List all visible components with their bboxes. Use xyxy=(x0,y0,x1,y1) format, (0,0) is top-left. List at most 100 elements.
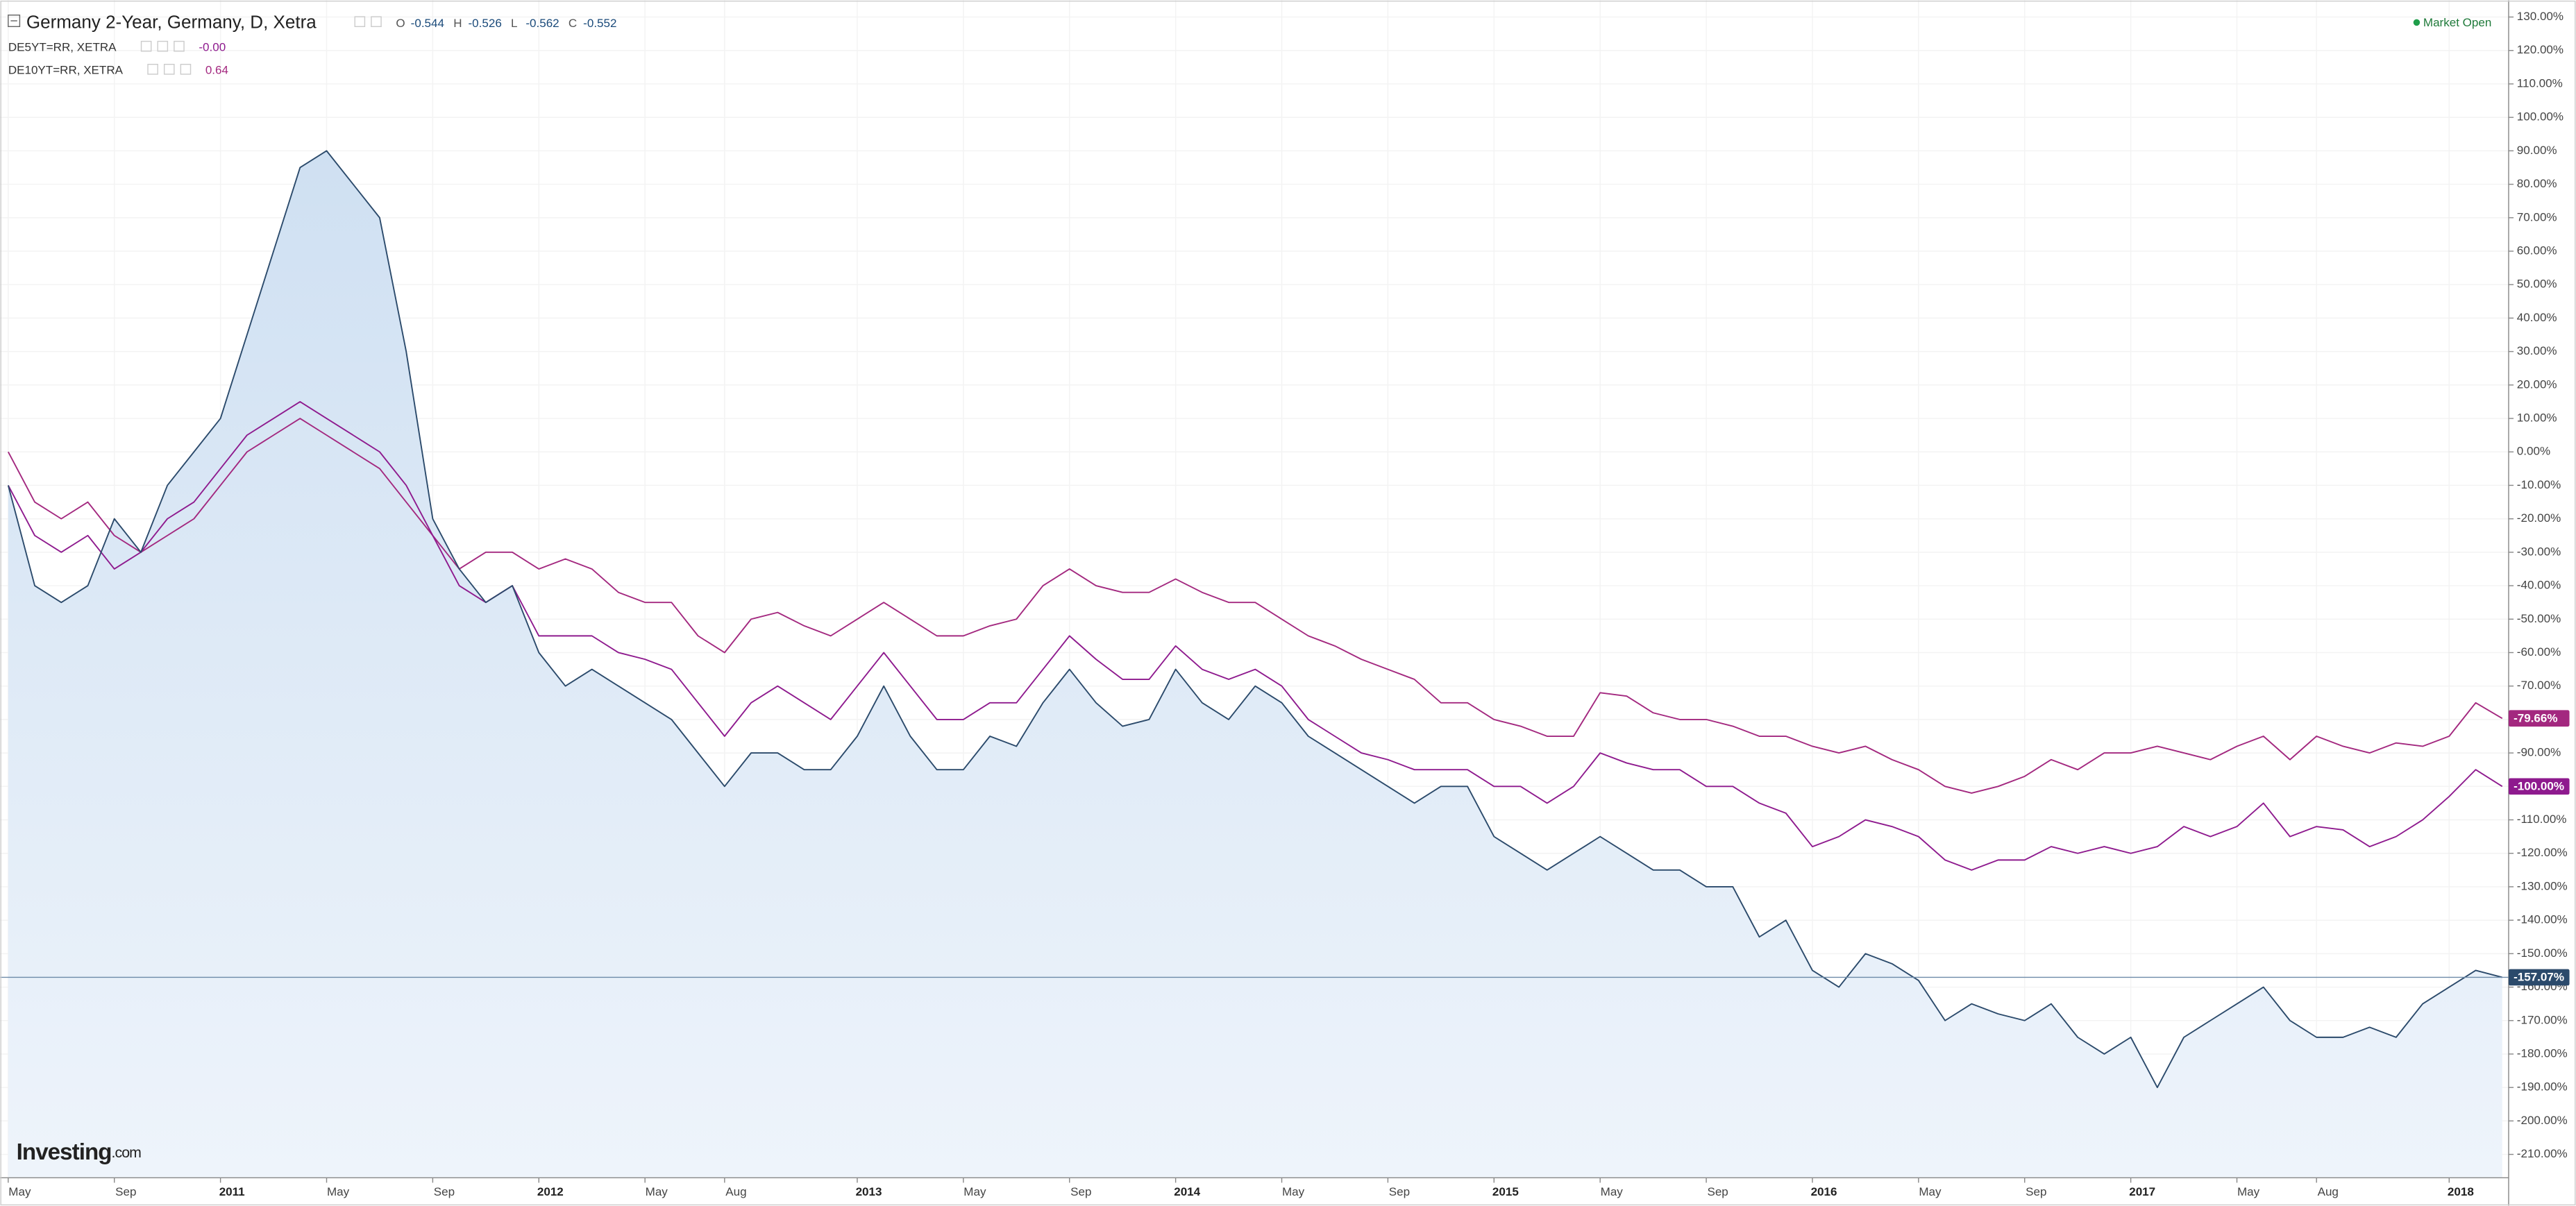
end-label: -157.07% xyxy=(2514,971,2564,984)
x-tick-label: 2014 xyxy=(1174,1185,1200,1198)
y-tick-label: 100.00% xyxy=(2517,110,2564,124)
control-button[interactable] xyxy=(354,16,366,27)
x-tick-label: May xyxy=(646,1185,668,1198)
y-tick-label: -60.00% xyxy=(2517,645,2561,659)
end-label-box xyxy=(2508,969,2570,986)
ohlc-value: -0.526 xyxy=(469,17,502,30)
y-tick-label: -30.00% xyxy=(2517,545,2561,558)
x-tick-label: May xyxy=(1919,1185,1942,1198)
x-tick-label: 2017 xyxy=(2129,1185,2155,1198)
y-tick-label: 90.00% xyxy=(2517,144,2557,157)
x-tick-label: 2011 xyxy=(219,1185,245,1198)
x-tick-label: Aug xyxy=(725,1185,746,1198)
x-tick-label: 2018 xyxy=(2448,1185,2474,1198)
end-label: -79.66% xyxy=(2514,711,2557,724)
y-tick-label: -120.00% xyxy=(2517,846,2568,859)
legend-name[interactable]: DE10YT=RR, XETRA xyxy=(8,64,124,77)
series-line xyxy=(7,400,2503,871)
legend-name[interactable]: DE5YT=RR, XETRA xyxy=(8,41,117,54)
control-button[interactable] xyxy=(174,40,185,52)
control-button[interactable] xyxy=(140,40,152,52)
logo-brand: Investing xyxy=(17,1139,112,1165)
x-tick-label: 2015 xyxy=(1492,1185,1519,1198)
series-controls xyxy=(140,16,382,75)
x-tick-label: 2012 xyxy=(537,1185,564,1198)
y-tick-label: -130.00% xyxy=(2517,879,2568,892)
x-tick-label: Sep xyxy=(1389,1185,1410,1198)
x-tick-label: Sep xyxy=(1070,1185,1091,1198)
control-button[interactable] xyxy=(157,40,169,52)
y-tick-label: -40.00% xyxy=(2517,579,2561,592)
y-tick-label: -90.00% xyxy=(2517,746,2561,759)
x-tick-label: May xyxy=(8,1185,31,1198)
y-tick-label: 110.00% xyxy=(2517,76,2563,90)
ohlc-key: C xyxy=(569,17,577,30)
legend-value: -0.00 xyxy=(199,41,226,54)
area-fill xyxy=(8,151,2502,1178)
y-tick-label: 20.00% xyxy=(2517,377,2557,391)
control-button[interactable] xyxy=(163,64,175,75)
x-tick-label: Sep xyxy=(434,1185,455,1198)
y-tick-label: -210.00% xyxy=(2517,1147,2568,1160)
x-tick-label: Sep xyxy=(2026,1185,2046,1198)
x-tick-label: May xyxy=(963,1185,986,1198)
y-tick-label: -170.00% xyxy=(2517,1013,2568,1026)
y-tick-label: 10.00% xyxy=(2517,411,2557,425)
collapse-button[interactable] xyxy=(8,15,21,27)
y-tick-label: -20.00% xyxy=(2517,511,2561,525)
ohlc-value: -0.552 xyxy=(583,17,616,30)
end-label-box xyxy=(2508,778,2570,795)
y-tick-label: -10.00% xyxy=(2517,478,2561,491)
y-tick-label: -180.00% xyxy=(2517,1046,2568,1060)
y-tick-label: 60.00% xyxy=(2517,244,2557,257)
y-tick-label: -150.00% xyxy=(2517,946,2568,960)
y-tick-label: -110.00% xyxy=(2517,813,2567,826)
plot xyxy=(0,150,2509,1178)
y-tick-label: 130.00% xyxy=(2517,10,2564,23)
x-tick-label: May xyxy=(2237,1185,2260,1198)
y-tick-label: -70.00% xyxy=(2517,679,2561,692)
end-label-box xyxy=(2508,710,2570,727)
market-status: Market Open xyxy=(2423,16,2491,29)
ohlc-value: -0.544 xyxy=(411,17,444,30)
control-button[interactable] xyxy=(180,64,192,75)
x-tick-label: 2016 xyxy=(1811,1185,1837,1198)
y-tick-label: 50.00% xyxy=(2517,278,2557,291)
y-tick-label: -140.00% xyxy=(2517,913,2568,926)
logo-suffix: .com xyxy=(112,1144,142,1160)
logo[interactable]: Investing.com xyxy=(17,1139,142,1165)
ohlc-key: L xyxy=(511,17,517,30)
x-tick-label: May xyxy=(327,1185,350,1198)
main-series-title: Germany 2-Year, Germany, D, Xetra xyxy=(26,11,317,32)
ohlc-key: O xyxy=(396,17,405,30)
control-button[interactable] xyxy=(371,16,382,27)
ohlc-value: -0.562 xyxy=(525,17,559,30)
y-tick-label: -200.00% xyxy=(2517,1114,2568,1127)
y-tick-label: -190.00% xyxy=(2517,1080,2568,1094)
axes: 130.00% 120.00% 110.00% 100.00% 90.00% 80.00%… xyxy=(8,10,2570,1198)
y-tick-label: -50.00% xyxy=(2517,612,2561,625)
series-line xyxy=(7,418,2503,794)
ohlc: O -0.544 H -0.526 L -0.562 C -0.552 xyxy=(396,17,616,30)
y-tick-label: 70.00% xyxy=(2517,210,2557,223)
ohlc-key: H xyxy=(453,17,462,30)
legend-value: 0.64 xyxy=(205,64,228,77)
x-tick-label: May xyxy=(1282,1185,1305,1198)
x-tick-label: Aug xyxy=(2318,1185,2339,1198)
y-tick-label: 80.00% xyxy=(2517,177,2557,190)
control-button[interactable] xyxy=(147,64,158,75)
x-tick-label: Sep xyxy=(115,1185,136,1198)
series-line xyxy=(7,150,2502,1089)
y-tick-label: 40.00% xyxy=(2517,311,2557,324)
y-tick-label: 0.00% xyxy=(2517,445,2550,458)
x-tick-label: 2013 xyxy=(856,1185,882,1198)
end-label: -100.00% xyxy=(2514,780,2564,793)
y-tick-label: 30.00% xyxy=(2517,344,2557,357)
x-tick-label: Sep xyxy=(1707,1185,1728,1198)
x-tick-label: May xyxy=(1601,1185,1624,1198)
y-tick-label: 120.00% xyxy=(2517,43,2564,56)
status-dot xyxy=(2413,19,2421,26)
